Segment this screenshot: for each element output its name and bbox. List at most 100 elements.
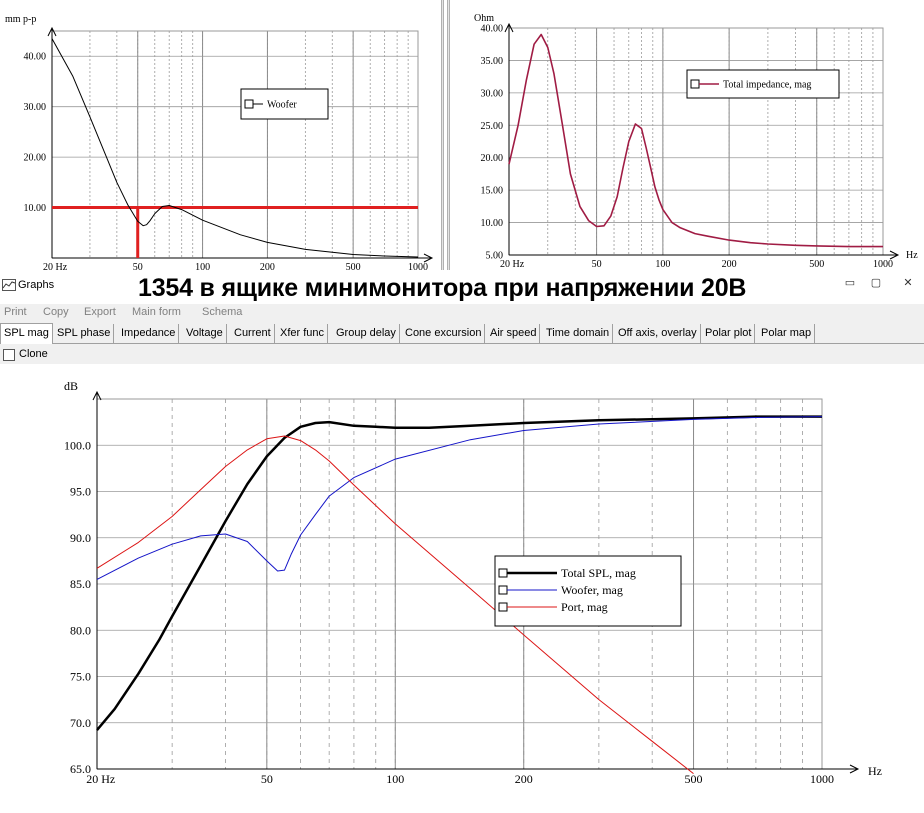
y-tick-label: 40.00 [481, 24, 504, 35]
y-tick-label: 65.0 [70, 762, 91, 776]
y-axis-label: Ohm [474, 13, 494, 24]
clone-checkbox[interactable] [3, 349, 15, 361]
y-tick-label: 70.0 [70, 716, 91, 730]
tab-xfer-func[interactable]: Xfer func [277, 324, 329, 343]
tab-cone-excursion[interactable]: Cone excursion [402, 324, 486, 343]
menu-bar: Print Copy Export Main form Schema [0, 304, 924, 322]
y-tick-label: 85.0 [70, 577, 91, 591]
x-axis-arrow [423, 253, 434, 263]
y-tick-label: 5.00 [486, 251, 504, 262]
x-tick-label: 100 [195, 262, 210, 270]
y-tick-label: 90.0 [70, 531, 91, 545]
y-tick-label: 20.00 [24, 153, 47, 164]
app-icon [2, 279, 16, 291]
y-axis-label: dB [64, 379, 78, 393]
panel-separator[interactable] [447, 0, 450, 270]
legend-swatch-box [690, 79, 700, 89]
tab-group-delay[interactable]: Group delay [333, 324, 400, 343]
tab-voltage[interactable]: Voltage [183, 324, 227, 343]
x-tick-label: 50 [592, 259, 602, 270]
banner-caption: 1354 в ящике минимонитора при напряжении… [138, 274, 747, 302]
legend-label: Total impedance, mag [723, 80, 811, 91]
x-tick-label: 50 [133, 262, 143, 270]
x-tick-label: 50 [261, 772, 273, 786]
legend-label: Port, mag [561, 600, 608, 614]
tab-spl-mag[interactable]: SPL mag [0, 323, 53, 344]
x-axis-arrow [889, 250, 900, 260]
y-tick-label: 30.00 [481, 88, 504, 99]
y-axis-arrow [47, 26, 57, 37]
menu-export[interactable]: Export [84, 306, 116, 318]
x-tick-label: 1000 [873, 259, 893, 270]
panel-separator[interactable] [441, 0, 444, 270]
tab-time-domain[interactable]: Time domain [543, 324, 614, 343]
series-line [96, 415, 822, 731]
y-tick-label: 20.00 [481, 153, 504, 164]
tab-polar-map[interactable]: Polar map [758, 324, 816, 343]
y-tick-label: 80.0 [70, 623, 91, 637]
series-line [508, 33, 883, 248]
legend-swatch-box [244, 99, 254, 109]
menu-copy[interactable]: Copy [43, 306, 69, 318]
tab-current[interactable]: Current [231, 324, 275, 343]
y-tick-label: 95.0 [70, 485, 91, 499]
impedance-chart: 20 Hz 50 100 200 500 1000 5.00 10.00 15.00 20.00 2… [474, 13, 918, 270]
x-tick-label: 100 [386, 772, 404, 786]
x-tick-label: 20 Hz [43, 262, 68, 270]
y-tick-label: 10.00 [481, 218, 504, 229]
legend-label: Woofer, mag [561, 583, 623, 597]
minimize-button[interactable]: ▭ [844, 277, 856, 289]
x-tick-label: 1000 [408, 262, 428, 270]
y-tick-label: 75.0 [70, 670, 91, 684]
excursion-chart: 20 Hz 50 100 200 500 1000 10.00 20.00 30.00 40.00… [5, 14, 434, 270]
x-axis-label: Hz [906, 250, 918, 261]
y-axis-label: mm p-p [5, 14, 36, 25]
menu-schema[interactable]: Schema [202, 306, 243, 318]
tab-bar: SPL mag SPL phase Impedance Voltage Curr… [0, 322, 924, 344]
y-tick-label: 30.00 [24, 102, 47, 113]
y-tick-label: 35.00 [481, 56, 504, 67]
x-axis-arrow [849, 764, 860, 774]
series-line [51, 38, 419, 258]
plot-frame [51, 30, 419, 259]
clone-row: Clone [0, 344, 924, 364]
tab-off-axis-overlay[interactable]: Off axis, overlay [615, 324, 701, 343]
y-tick-label: 10.00 [24, 203, 47, 214]
menu-main-form[interactable]: Main form [132, 306, 181, 318]
legend-swatch-box [498, 585, 508, 595]
legend-label: Total SPL, mag [561, 566, 636, 580]
x-tick-label: 200 [260, 262, 275, 270]
legend-label: Woofer [267, 100, 297, 111]
window-title: Graphs [18, 279, 55, 291]
tab-impedance[interactable]: Impedance [118, 324, 180, 343]
y-axis-arrow [504, 22, 514, 33]
clone-label: Clone [19, 348, 48, 360]
x-tick-label: 500 [809, 259, 824, 270]
legend-box [494, 555, 682, 627]
y-tick-label: 15.00 [481, 186, 504, 197]
window-titlebar [0, 270, 924, 304]
maximize-button[interactable]: ▢ [870, 277, 882, 289]
x-axis-label: Hz [868, 764, 882, 778]
series-line [96, 416, 823, 580]
x-tick-label: 500 [346, 262, 361, 270]
tab-air-speed[interactable]: Air speed [487, 324, 541, 343]
menu-print[interactable]: Print [4, 306, 27, 318]
legend-swatch-box [498, 602, 508, 612]
tab-polar-plot[interactable]: Polar plot [702, 324, 756, 343]
close-icon[interactable]: ✕ [903, 277, 913, 289]
x-tick-label: 200 [722, 259, 737, 270]
x-tick-label: 20 Hz [86, 772, 115, 786]
spl-chart: 20 Hz 50 100 200 500 1000 65.0 70.0 75.0 80.0 85.0… [64, 379, 882, 786]
legend-swatch-box [498, 568, 508, 578]
x-tick-label: 500 [685, 772, 703, 786]
tab-spl-phase[interactable]: SPL phase [54, 324, 115, 343]
y-tick-label: 25.00 [481, 121, 504, 132]
y-tick-label: 40.00 [24, 52, 47, 63]
y-tick-label: 100.0 [64, 438, 91, 452]
x-tick-label: 20 Hz [500, 259, 525, 270]
y-axis-arrow [92, 390, 102, 401]
x-tick-label: 100 [655, 259, 670, 270]
series-line [96, 435, 694, 774]
x-tick-label: 200 [515, 772, 533, 786]
